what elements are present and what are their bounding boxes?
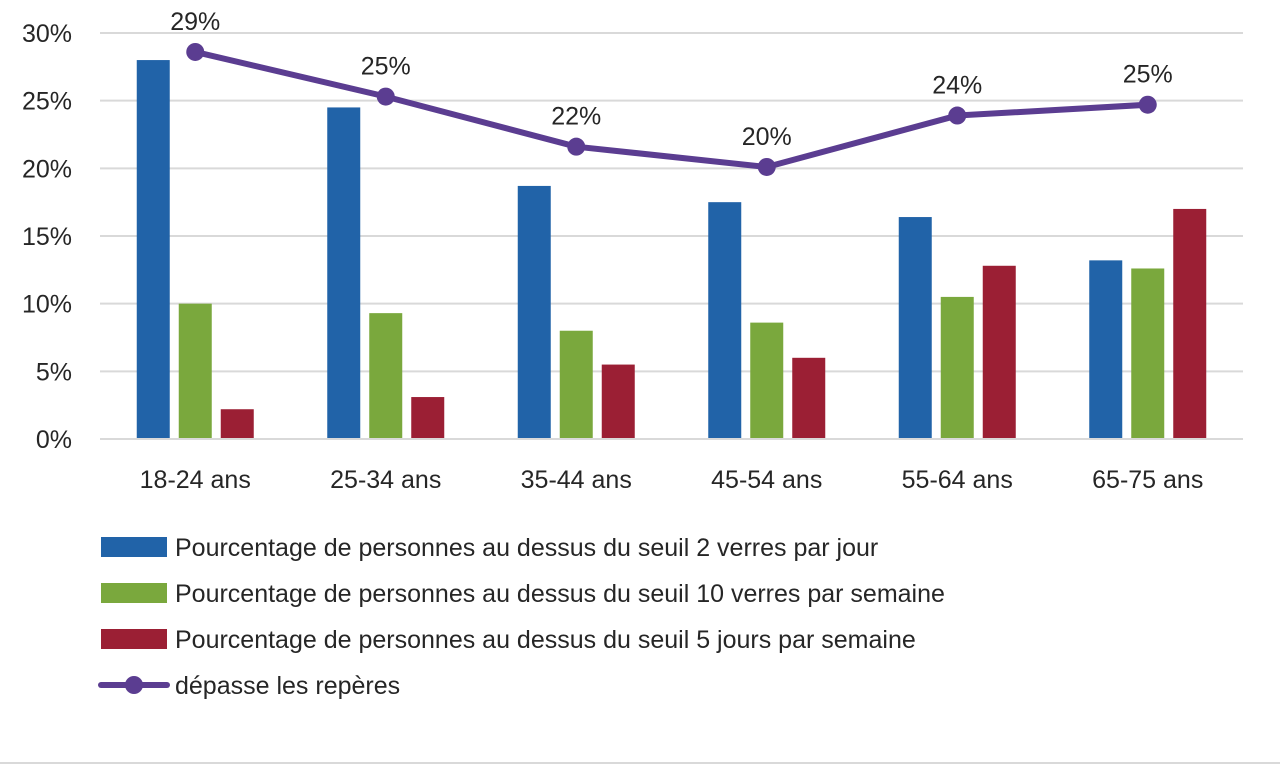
bar xyxy=(559,330,593,439)
bar xyxy=(982,265,1016,439)
legend-marker xyxy=(125,676,143,694)
line-point xyxy=(948,106,967,125)
line-point xyxy=(376,87,395,106)
bar xyxy=(411,397,445,439)
legend-label: Pourcentage de personnes au dessus du se… xyxy=(175,534,878,562)
bar xyxy=(1173,208,1207,439)
bar xyxy=(136,60,170,440)
legend-swatch xyxy=(101,583,167,603)
line-point xyxy=(757,157,776,176)
data-label: 20% xyxy=(742,123,792,151)
data-label: 25% xyxy=(1123,61,1173,89)
y-tick-label: 5% xyxy=(36,358,72,386)
bar xyxy=(327,107,361,439)
x-tick-label: 25-34 ans xyxy=(330,466,441,494)
bar xyxy=(178,303,212,439)
y-tick-label: 0% xyxy=(36,426,72,454)
bar xyxy=(708,202,742,439)
y-tick-label: 25% xyxy=(22,88,72,116)
legend: Pourcentage de personnes au dessus du se… xyxy=(98,534,945,700)
y-tick-label: 20% xyxy=(22,155,72,183)
line-point xyxy=(1138,95,1157,114)
bar xyxy=(1089,260,1123,439)
gridlines xyxy=(100,32,1243,440)
x-tick-label: 18-24 ans xyxy=(140,466,251,494)
bar xyxy=(1131,268,1165,439)
bars xyxy=(136,60,1207,440)
bar xyxy=(369,313,403,439)
x-tick-label: 65-75 ans xyxy=(1092,466,1203,494)
bar xyxy=(940,296,974,439)
line-point xyxy=(186,42,205,61)
bar xyxy=(750,322,784,439)
y-tick-label: 10% xyxy=(22,291,72,319)
y-tick-label: 15% xyxy=(22,223,72,251)
bar xyxy=(898,217,932,439)
y-tick-label: 30% xyxy=(22,20,72,48)
x-tick-label: 35-44 ans xyxy=(521,466,632,494)
series-line xyxy=(192,48,1151,170)
line-series: 29% 25% 22% 20% 24% 25% xyxy=(170,8,1173,176)
legend-label: Pourcentage de personnes au dessus du se… xyxy=(175,626,916,654)
legend-label: Pourcentage de personnes au dessus du se… xyxy=(175,580,945,608)
y-axis: 0% 5% 10% 15% 20% 25% 30% xyxy=(22,20,72,454)
bar xyxy=(792,357,826,439)
data-label: 25% xyxy=(361,53,411,81)
bar xyxy=(601,364,635,439)
line-point xyxy=(567,137,586,156)
legend-swatch xyxy=(101,537,167,557)
data-label: 24% xyxy=(932,72,982,100)
legend-label: dépasse les repères xyxy=(175,672,400,700)
legend-swatch xyxy=(101,629,167,649)
x-tick-label: 45-54 ans xyxy=(711,466,822,494)
bar xyxy=(517,185,551,439)
data-label: 29% xyxy=(170,8,220,36)
bar xyxy=(220,409,254,439)
data-label: 22% xyxy=(551,103,601,131)
x-tick-label: 55-64 ans xyxy=(902,466,1013,494)
x-axis: 18-24 ans 25-34 ans 35-44 ans 45-54 ans 55-6… xyxy=(100,438,1243,494)
bottom-divider xyxy=(0,762,1280,764)
